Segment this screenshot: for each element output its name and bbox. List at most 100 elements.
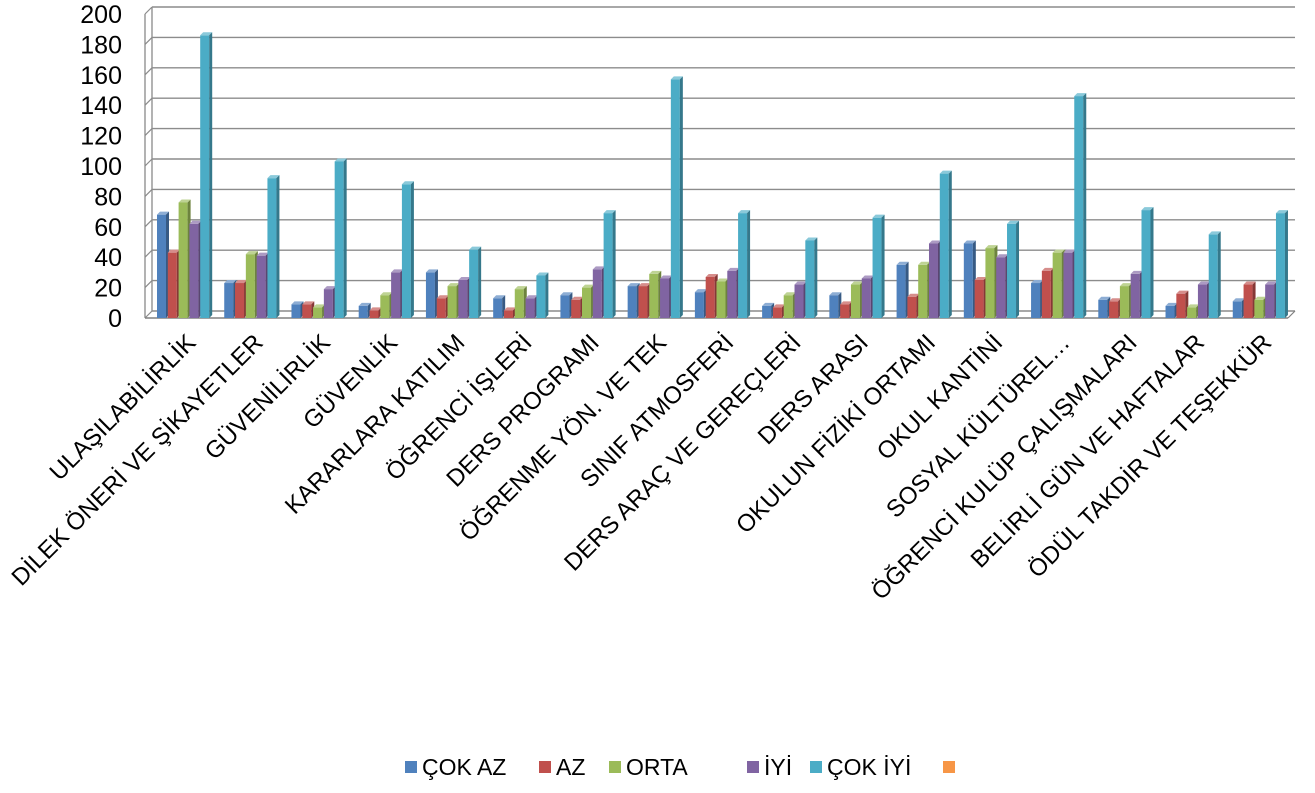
y-tick-label: 20 — [94, 275, 122, 303]
bar-5-10-side — [814, 237, 817, 318]
gridline-side — [145, 7, 152, 14]
bar-3-6 — [515, 289, 524, 318]
bar-1-1 — [157, 215, 166, 318]
legend-swatch — [943, 761, 955, 773]
bar-5-12 — [940, 174, 949, 318]
bar-1-11 — [829, 295, 838, 318]
bar-5-3 — [335, 161, 344, 318]
y-tick-label: 0 — [108, 305, 122, 333]
bar-5-9 — [738, 213, 747, 318]
bar-1-15 — [1098, 300, 1107, 318]
gridlines — [145, 7, 1295, 318]
bar-1-14 — [1031, 283, 1040, 318]
bar-3-5 — [448, 286, 457, 318]
bar-4-6 — [526, 298, 535, 318]
bar-2-7 — [571, 300, 580, 318]
bar-4-3 — [324, 289, 333, 318]
bar-4-11 — [862, 278, 871, 318]
bar-2-12 — [907, 297, 916, 318]
legend-swatch — [747, 761, 759, 773]
legend-swatch — [810, 761, 822, 773]
bar-4-5 — [458, 280, 467, 318]
bar-2-17 — [1244, 285, 1253, 318]
x-axis-labels: ULAŞILABİLİRLİKDİLEK ÖNERİ VE ŞİKAYETLER… — [6, 329, 1277, 605]
bar-4-7 — [593, 269, 602, 318]
bar-3-16 — [1187, 307, 1196, 318]
bar-4-2 — [257, 256, 266, 318]
bar-1-4 — [359, 306, 368, 318]
bar-5-4 — [402, 184, 411, 318]
bar-3-2 — [246, 254, 255, 318]
bar-2-11 — [840, 304, 849, 318]
bar-3-8 — [649, 274, 658, 318]
legend-label: ORTA — [626, 754, 688, 780]
bar-1-8 — [628, 286, 637, 318]
gridline-side — [145, 98, 152, 105]
gridline-side — [145, 281, 152, 288]
bar-5-12-side — [949, 171, 952, 318]
y-tick-label: 60 — [94, 214, 122, 242]
bar-2-13 — [975, 280, 984, 318]
bar-3-4 — [380, 295, 389, 318]
bar-5-14 — [1074, 96, 1083, 318]
bar-5-4-side — [411, 181, 414, 318]
legend-swatch — [405, 761, 417, 773]
bar-4-15 — [1131, 274, 1140, 318]
bar-5-16 — [1209, 234, 1218, 318]
bar-1-3 — [291, 304, 300, 318]
bar-4-16 — [1198, 285, 1207, 318]
bar-4-10 — [795, 285, 804, 318]
bar-1-16 — [1166, 306, 1175, 318]
bar-5-2 — [267, 178, 276, 318]
bar-5-11 — [873, 218, 882, 318]
x-tick-label: DİLEK ÖNERİ VE ŞİKAYETLER — [6, 329, 268, 591]
y-tick-label: 120 — [80, 123, 122, 151]
bar-5-11-side — [882, 215, 885, 318]
gridline-side — [145, 189, 152, 196]
bar-1-17 — [1233, 301, 1242, 318]
bar-5-1 — [200, 35, 209, 318]
bar-5-15-side — [1150, 207, 1153, 318]
bar-5-13-side — [1016, 221, 1019, 318]
bar-3-10 — [784, 295, 793, 318]
bar-1-2 — [224, 283, 233, 318]
legend: ÇOK AZ AZ ORTA İYİ ÇOK İYİ — [405, 754, 955, 780]
bar-2-8 — [638, 286, 647, 318]
bar-2-6 — [504, 310, 513, 318]
bar-5-9-side — [747, 210, 750, 318]
y-tick-label: 40 — [94, 244, 122, 272]
gridline-side — [145, 68, 152, 75]
bar-5-6-side — [545, 272, 548, 318]
y-tick-label: 160 — [80, 62, 122, 90]
bar-2-14 — [1042, 271, 1051, 318]
y-tick-label: 180 — [80, 31, 122, 59]
bar-4-17 — [1265, 285, 1274, 318]
bar-2-9 — [706, 277, 715, 318]
bars — [157, 32, 1288, 318]
bar-4-8 — [660, 278, 669, 318]
bar-1-6 — [493, 298, 502, 318]
bar-5-3-side — [344, 158, 347, 318]
y-tick-label: 80 — [94, 183, 122, 211]
bar-2-15 — [1109, 301, 1118, 318]
bar-5-17-side — [1285, 210, 1288, 318]
gridline-side — [145, 220, 152, 227]
bar-5-7 — [604, 213, 613, 318]
bar-5-2-side — [276, 175, 279, 318]
bar-5-15 — [1141, 210, 1150, 318]
bar-5-1-side — [209, 32, 212, 318]
bar-5-8-side — [680, 76, 683, 318]
bar-3-15 — [1120, 286, 1129, 318]
bar-3-12 — [918, 265, 927, 318]
legend-label: İYİ — [764, 754, 792, 780]
bar-3-11 — [851, 285, 860, 318]
legend-label: ÇOK AZ — [422, 754, 506, 780]
bar-3-9 — [716, 282, 725, 318]
bar-3-13 — [985, 248, 994, 318]
bar-2-2 — [235, 283, 244, 318]
y-tick-label: 100 — [80, 153, 122, 181]
y-tick-label: 140 — [80, 92, 122, 120]
legend-swatch — [539, 761, 551, 773]
floor-edge — [1288, 311, 1295, 318]
